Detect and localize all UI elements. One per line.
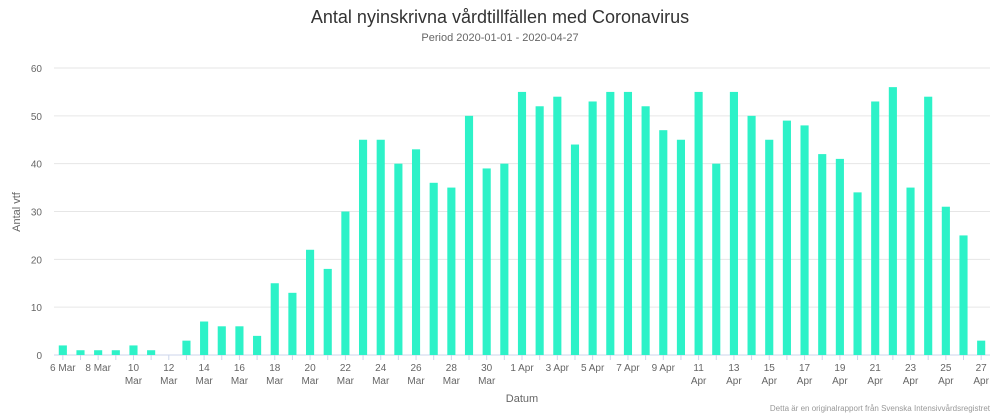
credits-text: Detta är en originalrapport från Svenska… — [769, 404, 990, 413]
y-tick-label: 30 — [31, 208, 43, 219]
x-axis-label: Datum — [506, 393, 538, 405]
bar[interactable]: 27 Apr: 3 — [977, 340, 986, 355]
x-tick-label: 16 Mar — [231, 363, 249, 387]
bar[interactable]: 4 Apr: 44 — [570, 144, 580, 355]
x-tick-label: 6 Mar — [50, 363, 76, 374]
bar[interactable]: 24 Mar: 45 — [376, 139, 385, 355]
y-tick-label: 60 — [31, 64, 43, 75]
bar[interactable]: 9 Mar: 1 — [111, 350, 120, 355]
x-tick-label: 5 Apr — [581, 363, 605, 374]
bar[interactable]: 16 Apr: 49 — [782, 120, 791, 356]
y-axis-tick-labels: 0 10 20 30 40 50 60 — [31, 64, 43, 362]
y-tick-label: 40 — [31, 160, 43, 171]
bar[interactable]: 22 Mar: 30 — [341, 211, 350, 356]
bar[interactable]: 10 Mar: 2 — [129, 345, 138, 355]
bar[interactable]: 18 Apr: 42 — [818, 154, 827, 355]
y-tick-label: 10 — [31, 303, 43, 314]
x-tick-label: 11 Apr — [691, 363, 707, 387]
x-tick-label: 13 Apr — [726, 363, 742, 387]
bar[interactable]: 21 Mar: 18 — [323, 268, 332, 355]
x-tick-label: 18 Mar — [266, 363, 284, 387]
x-tick-label: 19 Apr — [832, 363, 848, 387]
bar[interactable]: 20 Apr: 34 — [853, 192, 862, 355]
bar[interactable]: 23 Apr: 35 — [906, 187, 915, 355]
bar[interactable]: 30 Mar: 39 — [482, 168, 491, 355]
bar[interactable]: 5 Apr: 53 — [588, 101, 597, 355]
bar[interactable]: 14 Mar: 7 — [200, 321, 209, 355]
bar[interactable]: 6 Apr: 55 — [606, 91, 615, 356]
bar[interactable]: 23 Mar: 45 — [358, 139, 368, 355]
bar[interactable]: 15 Mar: 6 — [217, 326, 226, 355]
x-tick-label: 22 Mar — [337, 363, 355, 387]
bar[interactable]: 26 Mar: 43 — [411, 149, 421, 355]
bar[interactable]: 18 Mar: 15 — [270, 283, 279, 355]
bar[interactable]: 19 Apr: 41 — [835, 158, 844, 355]
chart-title: Antal nyinskrivna vårdtillfällen med Cor… — [310, 7, 690, 27]
bar[interactable]: 9 Apr: 47 — [659, 130, 668, 355]
bar[interactable]: 25 Apr: 31 — [941, 206, 950, 355]
bar[interactable]: 12 Apr: 40 — [712, 163, 721, 355]
chart-subtitle: Period 2020-01-01 - 2020-04-27 — [421, 32, 579, 44]
bar[interactable]: 10 Apr: 45 — [676, 139, 685, 355]
bar[interactable]: 21 Apr: 53 — [871, 101, 880, 355]
bar[interactable]: 17 Mar: 4 — [253, 335, 262, 355]
x-tick-label: 1 Apr — [510, 363, 534, 374]
x-tick-label: 23 Apr — [903, 363, 919, 387]
x-tick-label: 8 Mar — [85, 363, 111, 374]
x-tick-label: 27 Apr — [973, 363, 989, 387]
bar[interactable]: 25 Mar: 40 — [394, 163, 403, 355]
bar[interactable]: 11 Apr: 55 — [694, 91, 703, 356]
x-tick-label: 21 Apr — [867, 363, 883, 387]
bar[interactable]: 19 Mar: 13 — [288, 292, 297, 355]
bar[interactable]: 28 Mar: 35 — [447, 187, 456, 355]
x-tick-label: 28 Mar — [443, 363, 461, 387]
bar[interactable]: 29 Mar: 50 — [464, 115, 474, 355]
x-tick-label: 25 Apr — [938, 363, 954, 387]
x-tick-label: 12 Mar — [160, 363, 178, 387]
bar[interactable]: 1 Apr: 55 — [517, 91, 527, 356]
x-tick-label: 30 Mar — [478, 363, 496, 387]
y-axis-label: Antal vtf — [11, 191, 23, 232]
bar[interactable]: 13 Apr: 55 — [729, 91, 738, 356]
bar[interactable]: 7 Apr: 55 — [623, 91, 633, 356]
bar[interactable]: 6 Mar: 2 — [58, 345, 67, 355]
bar[interactable]: 22 Apr: 56 — [888, 87, 897, 355]
bar[interactable]: 8 Apr: 52 — [641, 106, 650, 356]
y-tick-label: 20 — [31, 255, 43, 266]
x-axis: 6 Mar 8 Mar 10 Mar 12 Mar 14 Mar 16 Mar 18 Mar 20 Mar… — [50, 355, 990, 387]
bar[interactable]: 31 Mar: 40 — [500, 163, 509, 355]
bar[interactable]: 15 Apr: 45 — [765, 139, 774, 355]
x-tick-label: 3 Apr — [546, 363, 570, 374]
bar[interactable]: 3 Apr: 54 — [553, 96, 562, 355]
x-tick-label: 17 Apr — [797, 363, 813, 387]
bar[interactable]: 2 Apr: 52 — [535, 106, 544, 356]
y-tick-label: 50 — [31, 112, 43, 123]
bar[interactable]: 7 Mar: 1 — [76, 350, 85, 355]
bar[interactable]: 13 Mar: 3 — [182, 340, 191, 355]
bar[interactable]: 17 Apr: 48 — [800, 125, 809, 356]
x-tick-label: 10 Mar — [125, 363, 143, 387]
y-tick-label: 0 — [36, 351, 42, 362]
x-tick-label: 7 Apr — [616, 363, 640, 374]
bar[interactable]: 27 Mar: 36 — [429, 182, 438, 355]
x-tick-label: 15 Apr — [761, 363, 777, 387]
bar[interactable]: 11 Mar: 1 — [147, 350, 156, 355]
bar[interactable]: 14 Apr: 50 — [747, 115, 756, 355]
bar[interactable]: 24 Apr: 54 — [924, 96, 933, 355]
bars: 6 Mar: 2 7 Mar: 1 8 Mar: 1 9 Mar: 1 10 Mar: … — [58, 87, 986, 356]
bar[interactable]: 8 Mar: 1 — [94, 350, 103, 355]
bar[interactable]: 26 Apr: 25 — [959, 235, 968, 355]
x-tick-label: 9 Apr — [652, 363, 676, 374]
x-tick-label: 14 Mar — [195, 363, 213, 387]
x-tick-label: 26 Mar — [407, 363, 425, 387]
x-tick-label: 24 Mar — [372, 363, 390, 387]
x-tick-label: 20 Mar — [301, 363, 319, 387]
bar[interactable]: 16 Mar: 6 — [235, 326, 244, 355]
bar[interactable]: 20 Mar: 22 — [306, 249, 315, 355]
